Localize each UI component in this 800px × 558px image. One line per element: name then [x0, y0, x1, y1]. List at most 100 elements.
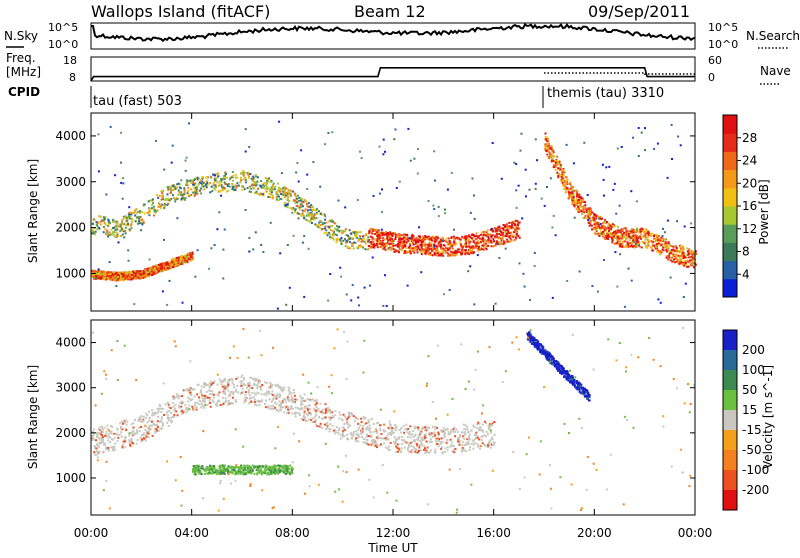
data-cell [584, 204, 586, 206]
data-cell [460, 244, 462, 246]
data-cell [133, 272, 135, 274]
data-cell [223, 175, 225, 177]
data-cell [432, 426, 434, 428]
data-cell [132, 430, 134, 432]
data-cell [630, 232, 632, 234]
data-cell [514, 239, 516, 241]
data-cell [452, 248, 454, 250]
data-cell [509, 240, 511, 242]
data-cell [482, 431, 484, 433]
data-cell [231, 183, 233, 185]
data-cell [388, 243, 390, 245]
data-cell [403, 439, 405, 441]
data-cell [245, 128, 247, 130]
data-cell [652, 244, 654, 246]
data-cell [312, 161, 314, 163]
data-cell [209, 182, 211, 184]
data-cell [428, 200, 430, 202]
data-cell [676, 250, 678, 252]
data-cell [506, 233, 508, 235]
data-cell [622, 241, 624, 243]
data-cell [434, 426, 436, 428]
data-cell [102, 273, 104, 275]
data-cell [525, 195, 527, 197]
data-cell [476, 435, 478, 437]
data-cell [562, 172, 564, 174]
data-cell [241, 376, 243, 378]
data-cell [355, 430, 357, 432]
data-cell [139, 273, 141, 275]
data-cell [235, 177, 237, 179]
data-cell [371, 243, 373, 245]
data-cell [477, 446, 479, 448]
data-cell [578, 208, 580, 210]
data-cell [312, 218, 314, 220]
data-cell [219, 378, 221, 380]
data-cell [187, 253, 189, 255]
data-cell [418, 429, 420, 431]
data-cell [580, 196, 582, 198]
data-cell [130, 272, 132, 274]
data-cell [136, 272, 138, 274]
data-cell [296, 162, 298, 164]
data-cell [442, 240, 444, 242]
data-cell [272, 399, 274, 401]
data-cell [126, 424, 128, 426]
data-cell [309, 209, 311, 211]
data-cell [578, 194, 580, 196]
data-cell [427, 448, 429, 450]
data-cell [103, 216, 105, 218]
data-cell [232, 187, 234, 189]
data-cell [351, 437, 353, 439]
data-cell [353, 248, 355, 250]
data-cell [492, 238, 494, 240]
data-cell [510, 232, 512, 234]
data-cell [158, 202, 160, 204]
data-cell [265, 406, 267, 408]
data-cell [552, 155, 554, 157]
data-cell [194, 276, 196, 278]
data-cell [202, 176, 204, 178]
data-cell [447, 255, 449, 257]
data-cell [122, 276, 124, 278]
data-cell [683, 248, 685, 250]
data-cell [368, 232, 370, 234]
data-cell [671, 158, 673, 160]
data-cell [458, 251, 460, 253]
data-cell [332, 234, 334, 236]
data-cell [487, 445, 489, 447]
data-cell [690, 222, 692, 224]
data-cell [680, 250, 682, 252]
data-cell [601, 218, 603, 220]
data-cell [548, 157, 550, 159]
data-cell [379, 193, 381, 195]
data-cell [367, 241, 369, 243]
data-cell [478, 428, 480, 430]
data-cell [485, 243, 487, 245]
data-cell [210, 406, 212, 408]
data-cell [270, 408, 272, 410]
data-cell [135, 275, 137, 277]
data-cell [200, 179, 202, 181]
data-cell [372, 257, 374, 259]
data-cell [346, 434, 348, 436]
data-cell [309, 405, 311, 407]
data-cell [120, 277, 122, 279]
data-cell [381, 229, 383, 231]
power-colorbar-tick-label: 24 [742, 154, 757, 168]
data-cell [98, 428, 100, 430]
data-cell [673, 246, 675, 248]
data-cell [562, 179, 564, 181]
data-cell [417, 246, 419, 248]
data-cell [391, 234, 393, 236]
data-cell [412, 247, 414, 249]
data-cell [508, 222, 510, 224]
data-cell [119, 272, 121, 274]
data-cell [326, 232, 328, 234]
data-cell [299, 395, 301, 397]
data-cell [266, 183, 268, 185]
data-cell [307, 215, 309, 217]
data-cell [248, 251, 250, 253]
data-cell [319, 186, 321, 188]
data-cell [140, 229, 142, 231]
